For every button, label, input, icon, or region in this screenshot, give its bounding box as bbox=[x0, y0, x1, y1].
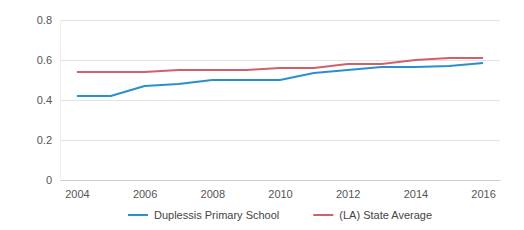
x-tick: 2006 bbox=[133, 180, 157, 200]
legend: Duplessis Primary School (LA) State Avera… bbox=[128, 209, 432, 221]
plot-area bbox=[77, 58, 483, 96]
x-tick-label: 2016 bbox=[471, 188, 495, 200]
chart: 2004 2006 2008 2010 2012 2014 2016 0 0.2 0.4 0.6 0.… bbox=[0, 0, 524, 230]
x-tick-label: 2004 bbox=[65, 188, 89, 200]
legend-item: (LA) State Average bbox=[313, 209, 432, 221]
x-tick: 2012 bbox=[336, 180, 360, 200]
x-tick: 2010 bbox=[268, 180, 292, 200]
grid bbox=[60, 20, 500, 180]
x-tick: 2008 bbox=[201, 180, 225, 200]
grid-line bbox=[60, 100, 500, 101]
y-tick: 0.8 bbox=[37, 14, 60, 26]
legend-label: Duplessis Primary School bbox=[154, 209, 279, 221]
y-tick: 0.4 bbox=[37, 94, 60, 106]
y-tick-label: 0.6 bbox=[37, 54, 52, 66]
x-axis-line bbox=[61, 180, 501, 181]
y-tick-label: 0.8 bbox=[37, 14, 52, 26]
legend-item: Duplessis Primary School bbox=[128, 209, 279, 221]
x-tick: 2016 bbox=[471, 180, 495, 200]
y-tick: 0 bbox=[46, 174, 60, 186]
y-tick-label: 0.4 bbox=[37, 94, 52, 106]
y-tick: 0.2 bbox=[37, 134, 60, 146]
y-tick-label: 0 bbox=[46, 174, 52, 186]
x-tick-label: 2008 bbox=[201, 188, 225, 200]
y-tick: 0.6 bbox=[37, 54, 60, 66]
x-tick: 2014 bbox=[404, 180, 428, 200]
x-tick-label: 2006 bbox=[133, 188, 157, 200]
x-tick: 2004 bbox=[65, 180, 89, 200]
legend-swatch bbox=[313, 214, 333, 216]
grid-line bbox=[60, 20, 500, 21]
grid-line bbox=[60, 140, 500, 141]
legend-label: (LA) State Average bbox=[339, 209, 432, 221]
y-tick-label: 0.2 bbox=[37, 134, 52, 146]
x-tick-label: 2014 bbox=[404, 188, 428, 200]
y-axis-line bbox=[60, 21, 61, 181]
series-line bbox=[77, 58, 483, 72]
x-tick-label: 2010 bbox=[268, 188, 292, 200]
x-axis: 2004 2006 2008 2010 2012 2014 2016 bbox=[61, 180, 501, 200]
legend-swatch bbox=[128, 214, 148, 216]
grid-line bbox=[60, 180, 500, 181]
x-tick-label: 2012 bbox=[336, 188, 360, 200]
y-axis: 0 0.2 0.4 0.6 0.8 bbox=[37, 14, 61, 186]
